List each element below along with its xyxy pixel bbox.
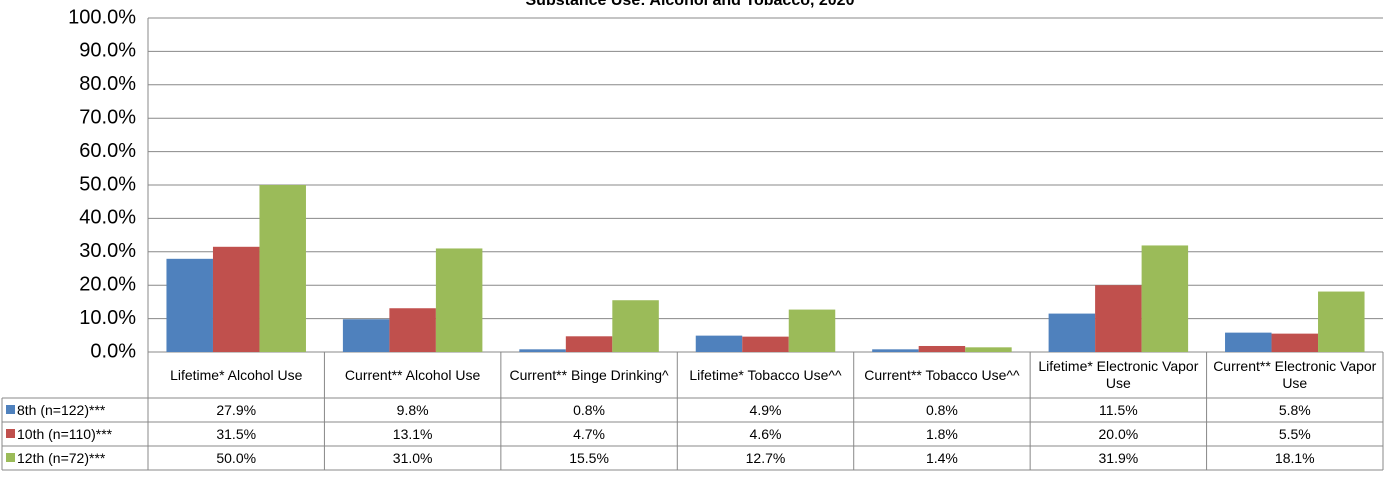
category-label: Current** Tobacco Use^^ [864,366,1020,383]
bar [965,347,1012,352]
y-tick-label: 80.0% [79,73,136,95]
bar [612,300,659,352]
table-value: 11.5% [1099,401,1138,418]
table-value: 31.0% [392,449,433,466]
bar [1271,333,1319,352]
y-tick-label: 90.0% [79,40,136,62]
table-value: 5.5% [1278,425,1311,442]
table-value: 50.0% [216,449,257,466]
legend-swatch [6,405,15,414]
table-value: 31.9% [1098,449,1139,466]
bar [389,308,436,352]
y-tick-label: 0.0% [90,340,136,362]
table-value: 31.5% [216,425,257,442]
bar [435,248,483,352]
bar [1225,332,1272,352]
table-value: 4.9% [749,401,782,418]
table-value: 0.8% [573,401,606,418]
bar [166,258,213,352]
bar [1095,285,1142,352]
legend-label: 10th (n=110)*** [17,425,113,442]
bar [212,246,260,352]
table-value: 12.7% [745,449,786,466]
bar [565,336,613,352]
bar [742,336,789,352]
bar [1318,291,1365,352]
y-tick-label: 100.0% [68,6,136,28]
category-label: Current** Alcohol Use [344,366,481,383]
bar [872,349,919,352]
bar [788,309,836,352]
table-value: 9.8% [396,401,429,418]
legend-swatch [6,453,15,462]
chart-title: Substance Use: Alcohol and Tobacco, 2020 [526,0,855,9]
table-value: 4.6% [749,425,782,442]
category-label: Lifetime* Electronic Vapor Use [1038,358,1199,391]
category-label: Current** Electronic Vapor Use [1213,358,1377,391]
table-value: 1.8% [925,425,958,442]
table-value: 18.1% [1274,449,1315,466]
bar [695,335,743,352]
table-value: 4.7% [573,425,606,442]
table-value: 27.9% [216,401,257,418]
category-label: Lifetime* Alcohol Use [170,366,303,383]
y-tick-label: 50.0% [79,173,136,195]
y-tick-label: 70.0% [79,106,136,128]
y-tick-label: 60.0% [79,140,136,162]
table-value: 13.1% [392,425,433,442]
legend-label: 12th (n=72)*** [17,449,106,466]
category-label: Current** Binge Drinking^ [509,366,669,383]
bar [342,319,390,352]
y-tick-label: 10.0% [79,307,136,329]
table-value: 1.4% [925,449,958,466]
y-tick-label: 40.0% [79,207,136,229]
legend-label: 8th (n=122)*** [17,401,106,418]
table-value: 15.5% [569,449,609,466]
bar [519,349,566,352]
table-value: 0.8% [925,401,958,418]
category-label: Lifetime* Tobacco Use^^ [689,366,842,383]
y-tick-label: 20.0% [79,273,136,295]
bar [1141,245,1189,352]
table-value: 20.0% [1098,425,1139,442]
bar [259,185,306,352]
bar [918,345,966,352]
bar [1048,313,1096,352]
table-value: 5.8% [1278,401,1311,418]
legend-swatch [6,429,15,438]
y-tick-label: 30.0% [79,240,136,262]
